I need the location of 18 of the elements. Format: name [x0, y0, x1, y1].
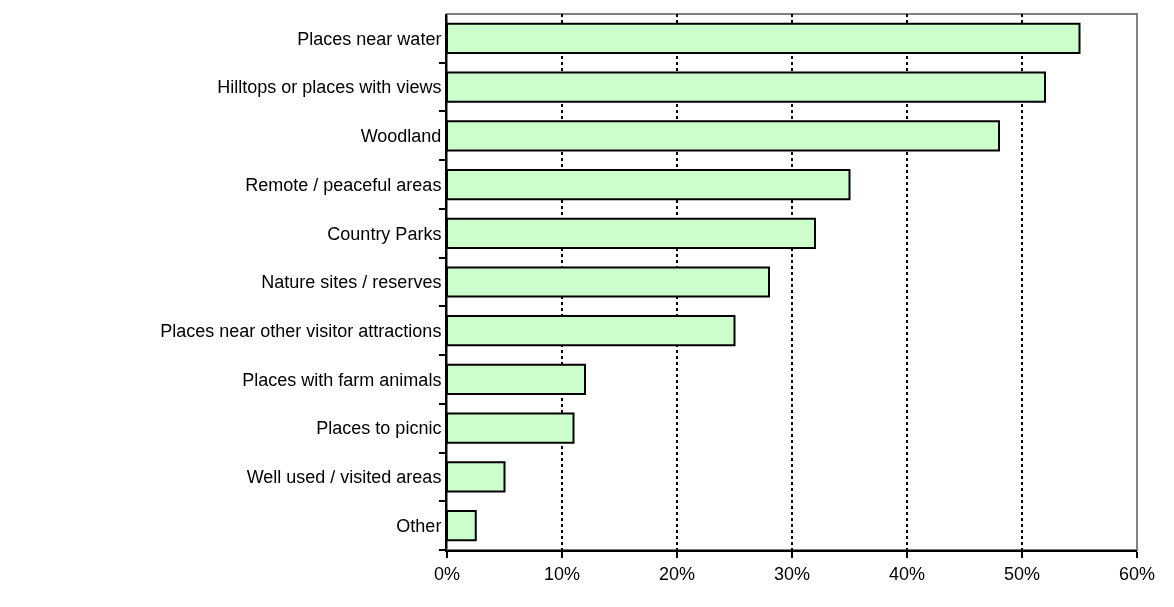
y-tick-label: Places near other visitor attractions: [160, 321, 442, 342]
x-tick-label: 10%: [543, 563, 581, 584]
y-tick-label: Country Parks: [327, 223, 442, 244]
x-tick-label: 50%: [1003, 563, 1041, 584]
y-tick-label: Hilltops or places with views: [217, 77, 442, 98]
y-tick-label: Well used / visited areas: [246, 467, 442, 488]
x-tick-label: 60%: [1118, 563, 1156, 584]
x-tick-label: 20%: [658, 563, 696, 584]
x-tick-label: 0%: [433, 563, 461, 584]
y-tick-label: Other: [396, 515, 442, 536]
x-tick-label: 30%: [773, 563, 811, 584]
y-tick-label: Nature sites / reserves: [261, 272, 442, 293]
y-tick-label: Places to picnic: [316, 418, 442, 439]
y-tick-label: Woodland: [360, 126, 442, 147]
x-tick-label: 40%: [888, 563, 926, 584]
y-tick-label: Places near water: [297, 28, 442, 49]
y-tick-label: Places with farm animals: [242, 369, 442, 390]
y-tick-label: Remote / peaceful areas: [245, 174, 442, 195]
